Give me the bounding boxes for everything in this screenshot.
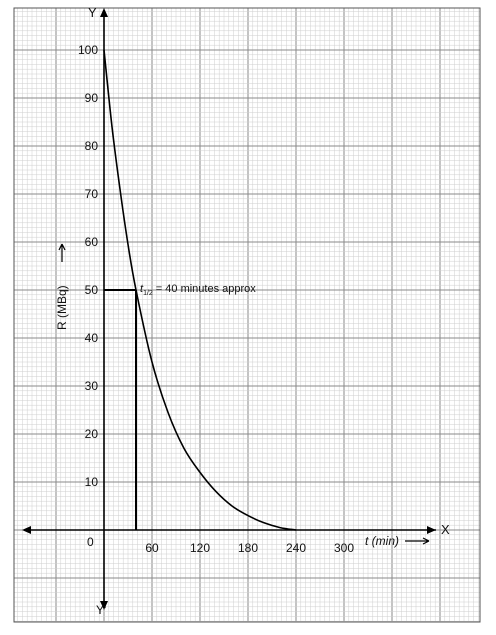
y-axis-letter: Y xyxy=(88,5,97,20)
y-tick-label: 40 xyxy=(85,331,99,345)
x-axis-letter: X xyxy=(441,522,450,537)
annotation-text: = 40 minutes approx xyxy=(156,283,256,295)
y-axis-neg-arrow xyxy=(100,601,108,610)
x-tick-label: 60 xyxy=(145,541,159,555)
ylabel-arrow xyxy=(58,243,66,262)
y-tick-label: 100 xyxy=(78,43,98,57)
xlabel-arrow xyxy=(405,537,430,545)
y-tick-label: 30 xyxy=(85,379,99,393)
y-tick-label: 70 xyxy=(85,187,99,201)
decay-series-line xyxy=(103,49,297,531)
decay-curve xyxy=(103,49,297,531)
grid-border xyxy=(13,7,481,623)
x-tick-label: 240 xyxy=(286,541,306,555)
annotation-symbol: t xyxy=(140,283,144,295)
y-tick-label: 10 xyxy=(85,475,99,489)
y-tick-label: 90 xyxy=(85,91,99,105)
graph-paper-grid xyxy=(13,7,481,623)
x-axis-neg-arrow xyxy=(22,526,31,534)
x-axis-label: t (min) xyxy=(365,534,399,548)
y-tick-label: 50 xyxy=(85,283,99,297)
annotation-subscript: 1/2 xyxy=(143,290,153,297)
x-tick-label: 180 xyxy=(238,541,258,555)
x-tick-label: 120 xyxy=(190,541,210,555)
y-axis-neg-letter: Y' xyxy=(96,603,106,617)
axis-labels: Y Y' X 0 t (min) R (MBq) xyxy=(55,5,450,617)
y-axis-arrow xyxy=(100,8,108,17)
x-axis-arrow xyxy=(427,526,436,534)
half-life-guide-lines xyxy=(104,289,137,530)
origin-label: 0 xyxy=(87,535,94,549)
y-axis-label: R (MBq) xyxy=(55,285,69,330)
svg-text:t1/2= 40 minutes approx: t1/2 = 40 minutes approx xyxy=(140,283,256,297)
half-life-annotation: t1/2 = 40 minutes approx xyxy=(140,283,256,297)
x-tick-label: 300 xyxy=(334,541,354,555)
tick-labels: 60 120 180 240 300 10 20 30 40 50 60 70 80 90 100 xyxy=(78,43,354,555)
axes xyxy=(22,8,436,610)
y-tick-label: 80 xyxy=(85,139,99,153)
y-tick-label: 20 xyxy=(85,427,99,441)
y-tick-label: 60 xyxy=(85,235,99,249)
